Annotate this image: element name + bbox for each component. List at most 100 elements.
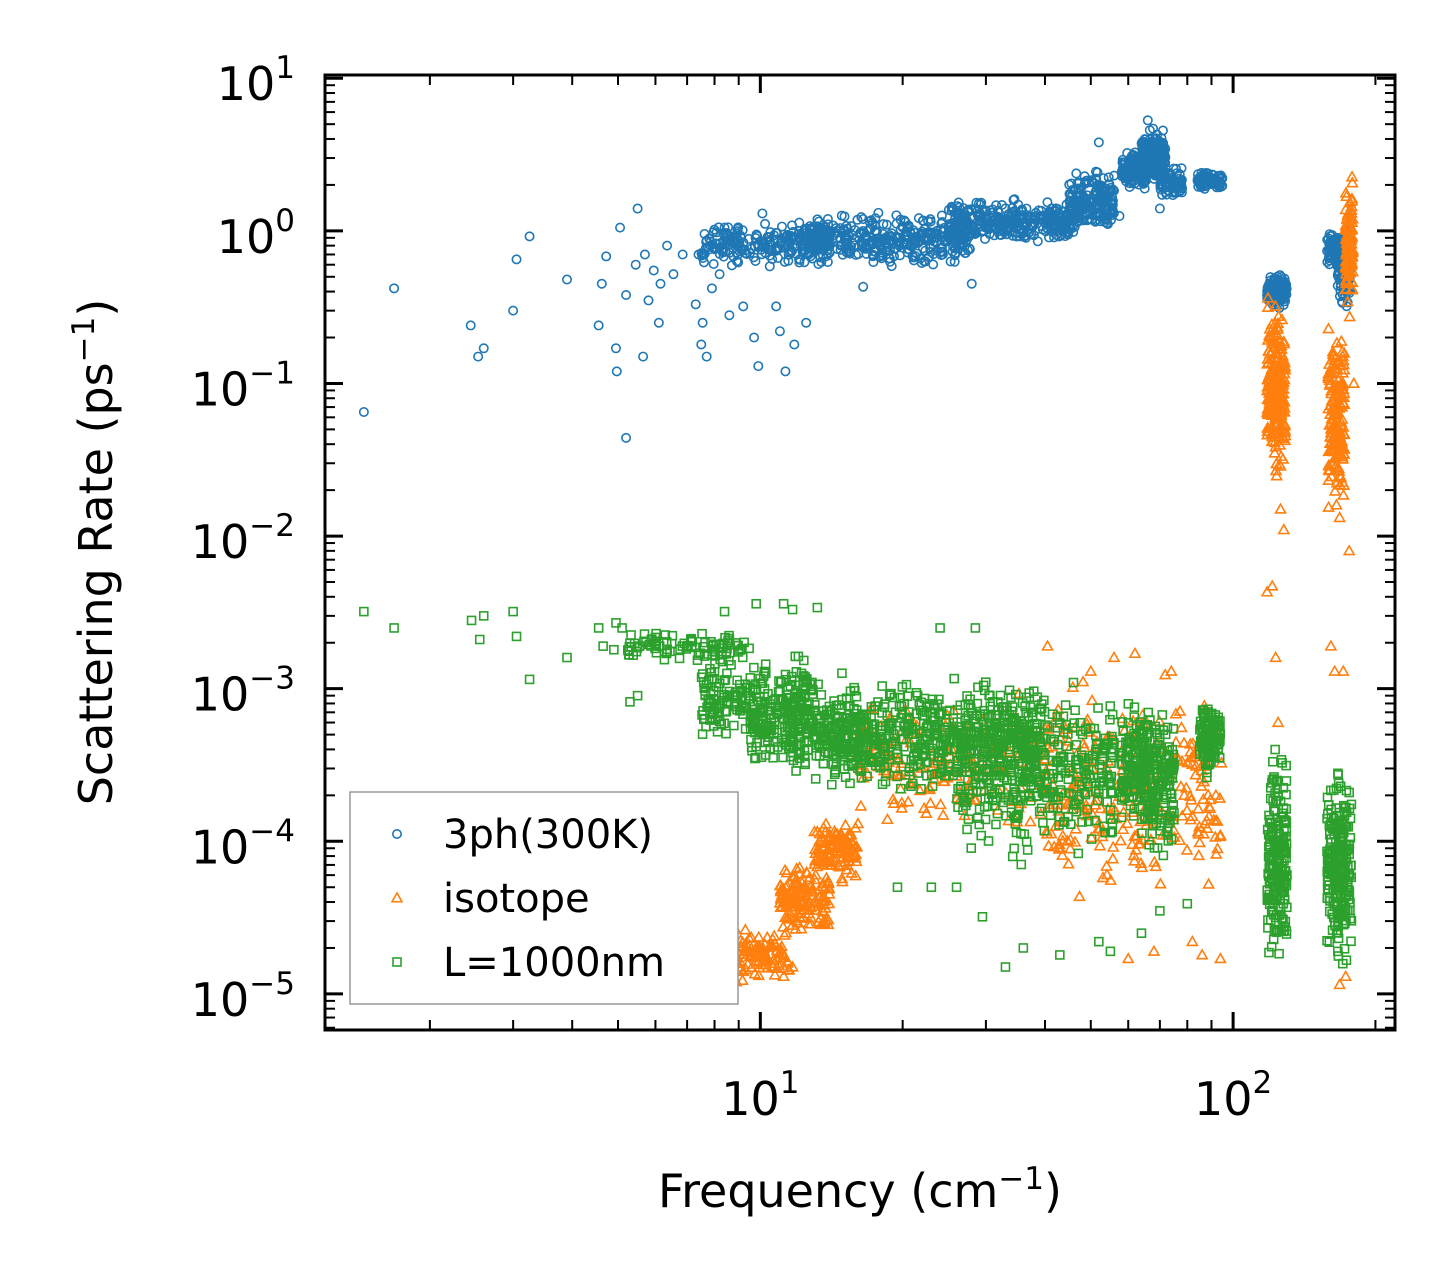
- data-point: [779, 888, 793, 901]
- data-point: [1211, 842, 1224, 854]
- data-point: [790, 651, 801, 662]
- data-point: [1107, 650, 1121, 663]
- data-point: [818, 825, 832, 837]
- data-point: [1012, 813, 1023, 823]
- data-point: [796, 703, 806, 713]
- data-point: [790, 702, 801, 712]
- data-point: [881, 219, 892, 230]
- data-point: [1107, 826, 1118, 837]
- data-point: [1103, 172, 1114, 183]
- data-point: [917, 226, 928, 237]
- data-point: [970, 772, 981, 782]
- data-point: [895, 801, 909, 813]
- data-point: [757, 708, 768, 718]
- data-point: [1093, 137, 1104, 148]
- data-point: [508, 606, 518, 617]
- data-point: [926, 882, 937, 893]
- data-point: [781, 232, 792, 243]
- data-point: [707, 715, 718, 725]
- data-point: [1099, 821, 1110, 832]
- data-point: [1060, 700, 1071, 710]
- data-point: [805, 221, 816, 232]
- data-point: [906, 241, 917, 252]
- data-point: [474, 634, 485, 645]
- data-point: [1333, 371, 1346, 383]
- data-point: [662, 240, 673, 251]
- data-point: [1261, 300, 1275, 312]
- data-point: [562, 274, 573, 285]
- data-point: [1174, 779, 1188, 792]
- data-point: [897, 682, 908, 692]
- data-point: [803, 247, 814, 258]
- data-point: [1090, 166, 1101, 177]
- data-point: [955, 734, 965, 745]
- data-point: [675, 644, 685, 654]
- data-point: [987, 204, 998, 215]
- data-point: [974, 819, 985, 830]
- data-point: [1273, 389, 1287, 401]
- data-point: [749, 332, 760, 343]
- data-point: [951, 882, 962, 893]
- data-point: [738, 301, 749, 312]
- data-point: [1192, 848, 1206, 861]
- data-point: [812, 602, 823, 613]
- data-point: [1086, 834, 1097, 844]
- data-point: [651, 647, 662, 658]
- data-point: [851, 817, 865, 829]
- data-point: [839, 211, 850, 222]
- data-point: [809, 903, 823, 915]
- data-point: [822, 827, 836, 839]
- data-point: [835, 244, 846, 255]
- data-point: [1276, 430, 1290, 442]
- data-point: [826, 779, 837, 790]
- data-point: [1272, 284, 1283, 295]
- data-point: [789, 922, 802, 934]
- data-point: [1278, 401, 1291, 413]
- data-point: [706, 667, 717, 678]
- data-point: [881, 812, 894, 825]
- data-point: [1039, 784, 1050, 795]
- data-point: [976, 786, 986, 797]
- data-point: [1274, 502, 1287, 514]
- data-point: [764, 261, 775, 272]
- data-point: [1082, 215, 1093, 226]
- data-point: [697, 253, 708, 264]
- data-point: [813, 679, 823, 690]
- data-point: [1035, 775, 1045, 785]
- data-point: [1097, 193, 1108, 204]
- data-point: [871, 237, 882, 248]
- data-point: [844, 828, 858, 840]
- data-point: [1334, 291, 1345, 302]
- data-point: [869, 728, 879, 738]
- data-point: [726, 260, 737, 271]
- data-point: [906, 781, 916, 791]
- data-point: [1158, 144, 1169, 155]
- data-point: [968, 222, 979, 233]
- data-point: [707, 650, 717, 660]
- data-point: [890, 738, 901, 749]
- data-point: [849, 869, 863, 881]
- data-point: [807, 238, 818, 249]
- data-point: [1006, 706, 1017, 717]
- data-point: [1026, 229, 1037, 240]
- data-point: [1332, 450, 1345, 462]
- data-point: [1073, 889, 1086, 902]
- data-point: [839, 231, 850, 242]
- data-point: [1268, 446, 1281, 458]
- data-point: [840, 772, 851, 783]
- data-point: [804, 917, 818, 929]
- data-point: [1193, 836, 1207, 848]
- data-point: [929, 751, 939, 762]
- data-point: [1014, 801, 1024, 812]
- data-point: [1018, 719, 1028, 730]
- data-point: [766, 725, 776, 736]
- data-point: [1082, 804, 1093, 815]
- data-point: [839, 751, 849, 762]
- data-point: [817, 894, 831, 906]
- data-point: [1322, 322, 1335, 334]
- data-point: [1055, 848, 1069, 860]
- data-point: [1014, 777, 1025, 787]
- data-point: [1009, 784, 1019, 794]
- data-point: [1126, 165, 1137, 176]
- data-point: [1186, 809, 1199, 822]
